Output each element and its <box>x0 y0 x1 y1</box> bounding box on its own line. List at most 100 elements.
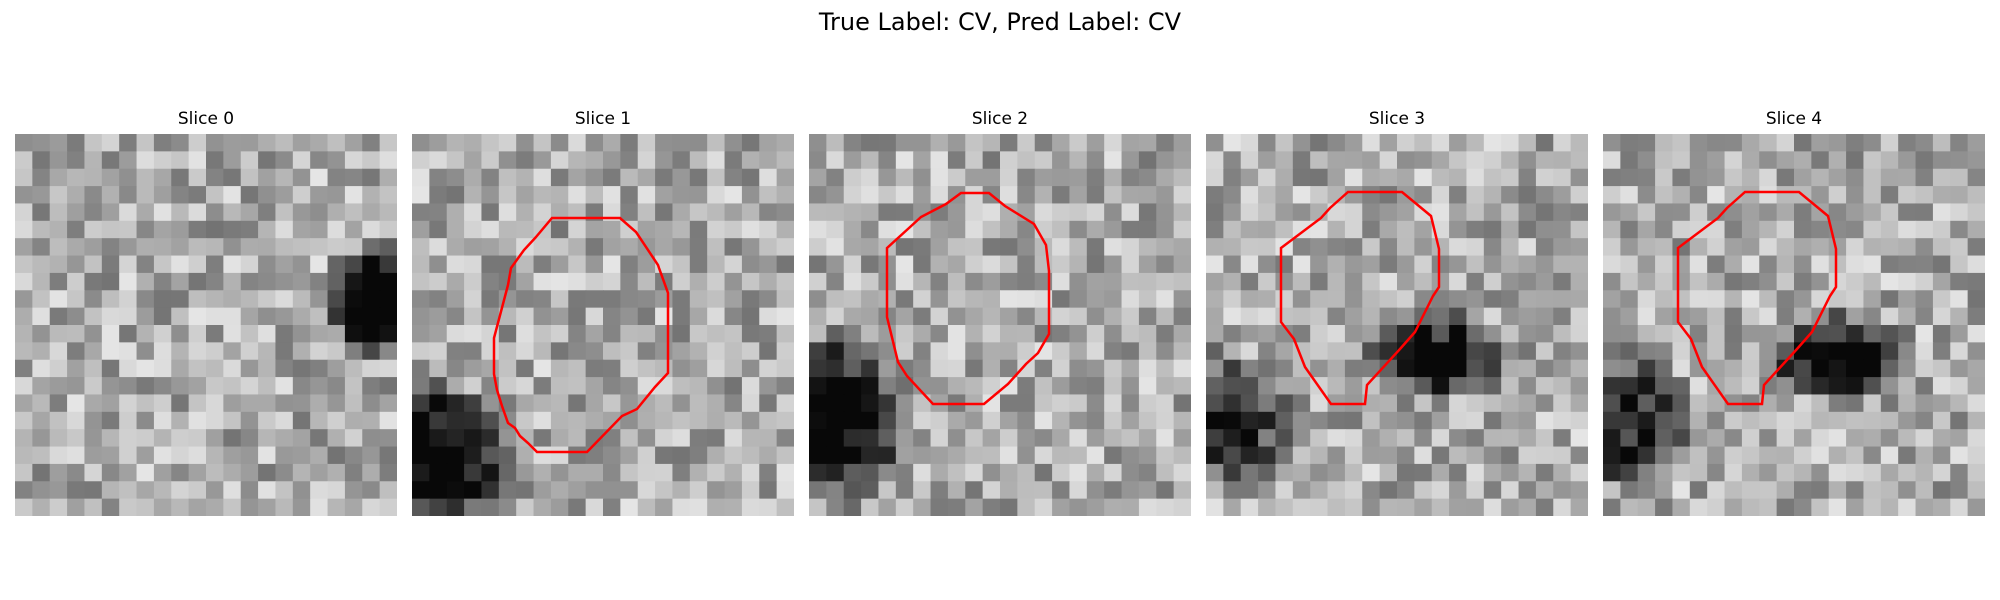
image-pixel <box>1483 255 1502 274</box>
image-pixel <box>1759 481 1778 500</box>
image-pixel <box>481 429 500 448</box>
image-pixel <box>1121 359 1140 378</box>
image-pixel <box>1880 498 1899 516</box>
image-pixel <box>1173 394 1191 413</box>
image-pixel <box>1449 238 1468 257</box>
image-pixel <box>136 220 155 239</box>
image-pixel <box>603 394 621 413</box>
image-pixel <box>136 411 155 430</box>
image-pixel <box>741 168 760 187</box>
image-pixel <box>206 359 224 378</box>
image-pixel <box>1759 186 1778 205</box>
image-pixel <box>982 481 1001 500</box>
image-pixel <box>741 186 760 205</box>
image-pixel <box>481 359 500 378</box>
image-pixel <box>930 325 949 343</box>
image-pixel <box>84 342 103 361</box>
image-pixel <box>49 359 68 378</box>
image-pixel <box>1173 220 1191 239</box>
image-pixel <box>759 238 778 257</box>
image-pixel <box>1759 411 1778 430</box>
image-pixel <box>1655 238 1674 257</box>
image-pixel <box>67 134 86 152</box>
image-pixel <box>310 411 329 430</box>
image-pixel <box>516 463 535 482</box>
image-pixel <box>1880 168 1899 187</box>
slice-4-grayscale-image <box>1603 134 1985 516</box>
image-pixel <box>1483 463 1502 482</box>
image-pixel <box>1518 255 1537 274</box>
image-pixel <box>1637 394 1656 413</box>
image-pixel <box>1069 359 1088 378</box>
image-pixel <box>1344 134 1363 152</box>
image-pixel <box>412 203 430 222</box>
image-pixel <box>1121 238 1140 257</box>
image-pixel <box>446 342 465 361</box>
image-pixel <box>826 429 845 448</box>
image-pixel <box>809 498 827 516</box>
image-pixel <box>1932 463 1951 482</box>
image-pixel <box>533 151 552 170</box>
image-pixel <box>292 134 311 152</box>
image-pixel <box>516 307 535 326</box>
image-pixel <box>1483 151 1502 170</box>
image-pixel <box>310 238 329 257</box>
image-pixel <box>1310 307 1329 326</box>
image-pixel <box>1017 377 1036 396</box>
image-pixel <box>533 481 552 500</box>
image-pixel <box>1275 359 1294 378</box>
image-pixel <box>1794 498 1812 516</box>
image-pixel <box>1776 394 1795 413</box>
image-pixel <box>362 186 381 205</box>
image-pixel <box>1466 377 1485 396</box>
image-pixel <box>1950 463 1969 482</box>
image-pixel <box>1138 134 1157 152</box>
image-pixel <box>1535 411 1554 430</box>
image-pixel <box>1880 151 1899 170</box>
image-pixel <box>843 168 862 187</box>
image-pixel <box>1898 255 1917 274</box>
image-pixel <box>464 446 483 465</box>
image-pixel <box>1431 446 1450 465</box>
image-pixel <box>1052 377 1071 396</box>
image-pixel <box>861 394 880 413</box>
image-pixel <box>603 429 621 448</box>
image-pixel <box>1223 255 1242 274</box>
image-pixel <box>1449 498 1468 516</box>
image-pixel <box>1156 168 1175 187</box>
image-pixel <box>1967 186 1985 205</box>
image-pixel <box>84 203 103 222</box>
image-pixel <box>1275 411 1294 430</box>
image-pixel <box>136 186 155 205</box>
slice-2-grayscale-image <box>809 134 1191 516</box>
image-pixel <box>776 238 794 257</box>
image-pixel <box>741 411 760 430</box>
image-pixel <box>1344 272 1363 291</box>
image-pixel <box>1707 429 1726 448</box>
image-pixel <box>327 134 346 152</box>
image-pixel <box>101 359 120 378</box>
image-pixel <box>1052 359 1071 378</box>
image-pixel <box>188 446 207 465</box>
image-pixel <box>1121 481 1140 500</box>
image-pixel <box>1672 429 1691 448</box>
image-pixel <box>776 429 794 448</box>
image-pixel <box>516 255 535 274</box>
image-pixel <box>1000 377 1018 396</box>
image-pixel <box>1431 411 1450 430</box>
image-pixel <box>947 238 966 257</box>
image-pixel <box>913 255 932 274</box>
image-pixel <box>516 446 535 465</box>
image-pixel <box>206 463 224 482</box>
image-pixel <box>1483 203 1502 222</box>
image-pixel <box>930 203 949 222</box>
image-pixel <box>550 342 569 361</box>
image-pixel <box>930 411 949 430</box>
image-pixel <box>1275 307 1294 326</box>
image-pixel <box>1258 255 1277 274</box>
image-pixel <box>1240 290 1259 309</box>
image-pixel <box>379 446 397 465</box>
image-pixel <box>1431 255 1450 274</box>
image-pixel <box>1156 186 1175 205</box>
image-pixel <box>498 203 517 222</box>
